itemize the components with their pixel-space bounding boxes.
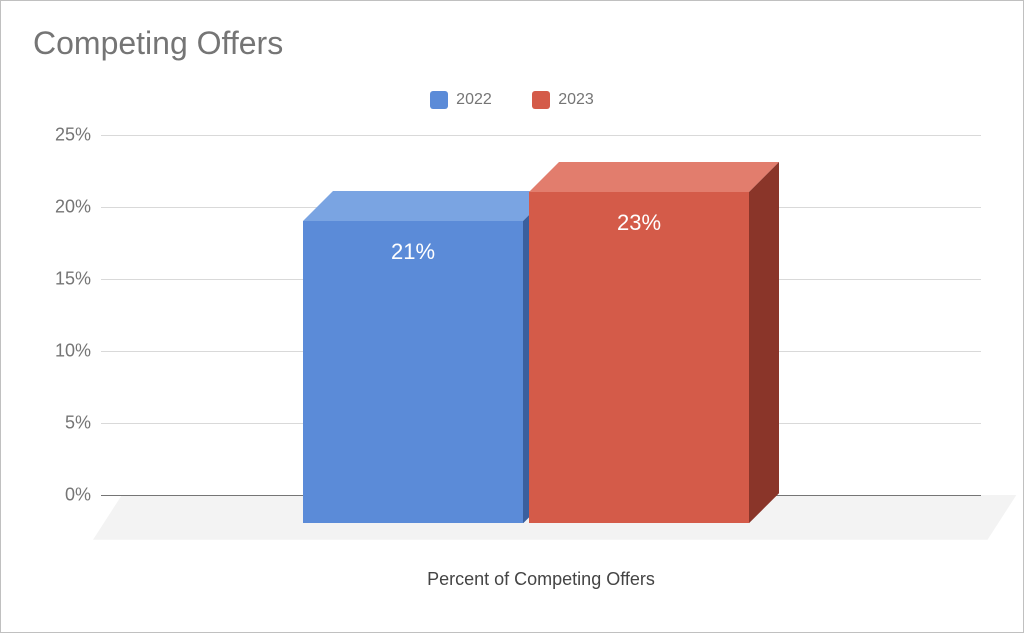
legend-swatch-2022 <box>430 91 448 109</box>
ytick-5: 5% <box>31 413 91 434</box>
chart-title: Competing Offers <box>33 25 283 62</box>
bar-2023-side <box>749 162 779 523</box>
ytick-15: 15% <box>31 269 91 290</box>
gridline-25 <box>101 135 981 136</box>
bar-2023-front <box>529 192 749 523</box>
legend-label-2022: 2022 <box>456 91 492 109</box>
ytick-10: 10% <box>31 341 91 362</box>
bar-2022-top <box>303 191 553 221</box>
bar-2023: 23% <box>529 162 779 523</box>
legend-item-2022: 2022 <box>430 91 492 109</box>
ytick-25: 25% <box>31 125 91 146</box>
chart-legend: 2022 2023 <box>1 91 1023 114</box>
legend-swatch-2023 <box>532 91 550 109</box>
ytick-0: 0% <box>31 485 91 506</box>
ytick-20: 20% <box>31 197 91 218</box>
bar-2023-value-label: 23% <box>529 210 749 236</box>
legend-item-2023: 2023 <box>532 91 594 109</box>
bar-2022: 21% <box>303 191 553 523</box>
bar-2022-front <box>303 221 523 523</box>
bar-2022-value-label: 21% <box>303 239 523 265</box>
bar-2023-top <box>529 162 779 192</box>
legend-label-2023: 2023 <box>558 91 594 109</box>
plot-area: 25% 20% 15% 10% 5% 0% 21% 23% <box>101 135 981 495</box>
bar-2023-side-poly <box>749 162 779 523</box>
x-axis-label: Percent of Competing Offers <box>101 569 981 590</box>
